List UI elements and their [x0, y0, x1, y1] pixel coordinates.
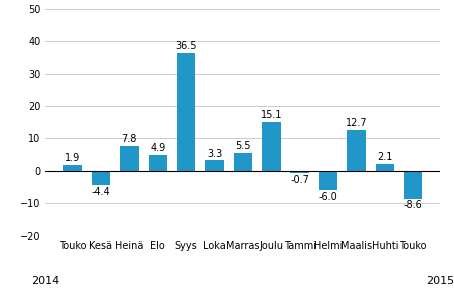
Text: 3.3: 3.3	[207, 149, 222, 159]
Text: 2014: 2014	[31, 276, 59, 286]
Bar	[64, 165, 82, 171]
Text: 36.5: 36.5	[175, 41, 197, 51]
Bar	[177, 53, 195, 171]
Bar	[347, 130, 365, 171]
Text: -6.0: -6.0	[319, 192, 337, 202]
Text: 1.9: 1.9	[65, 153, 80, 163]
Bar	[375, 164, 394, 171]
Bar	[319, 171, 337, 190]
Bar	[92, 171, 110, 185]
Text: -4.4: -4.4	[92, 187, 110, 197]
Text: 4.9: 4.9	[150, 143, 165, 153]
Text: -0.7: -0.7	[290, 175, 309, 185]
Bar	[234, 153, 252, 171]
Bar	[262, 122, 281, 171]
Text: 12.7: 12.7	[345, 118, 367, 128]
Text: 15.1: 15.1	[261, 110, 282, 120]
Bar	[291, 171, 309, 173]
Bar	[148, 155, 167, 171]
Text: -8.6: -8.6	[404, 200, 423, 210]
Text: 7.8: 7.8	[122, 134, 137, 144]
Bar	[120, 146, 138, 171]
Bar	[205, 160, 224, 171]
Text: 2.1: 2.1	[377, 153, 393, 162]
Text: 5.5: 5.5	[235, 141, 251, 151]
Bar	[404, 171, 422, 199]
Text: 2015: 2015	[426, 276, 454, 286]
